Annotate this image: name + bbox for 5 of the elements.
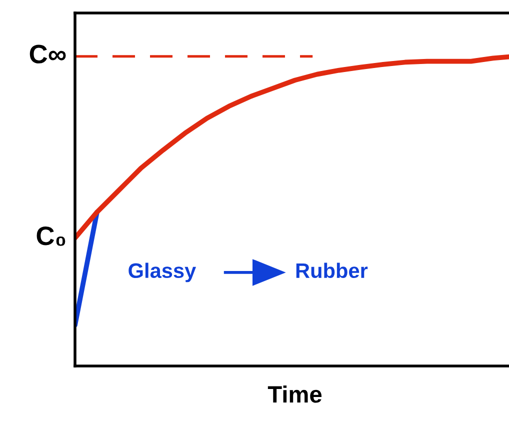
- annotation: Rubber: [296, 262, 368, 278]
- ref-line-label: C∞: [30, 44, 66, 64]
- x-axis-title: Time: [268, 385, 322, 403]
- annotation: Glassy: [128, 262, 196, 282]
- text: C₀: [36, 226, 66, 246]
